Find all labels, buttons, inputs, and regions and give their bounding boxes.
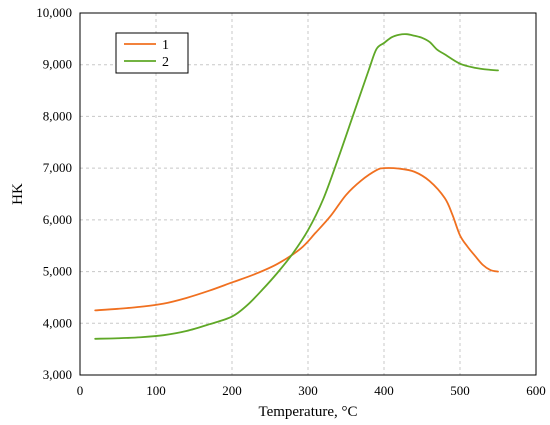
tick-labels: 0 100 200 300 400 500 600 3,000 4,000 5,000 6,000 7… [36,5,546,398]
series-line-2 [94,33,499,340]
x-tick-label: 500 [450,383,470,398]
y-tick-label: 4,000 [43,315,72,330]
legend-box [115,32,189,74]
y-tick-label: 8,000 [43,108,72,123]
y-tick-label: 5,000 [43,264,72,279]
grid [80,13,536,375]
series-group [94,33,499,340]
y-tick-label: 9,000 [43,57,72,72]
y-tick-label: 7,000 [43,160,72,175]
plot-frame [79,12,537,376]
x-tick-label: 300 [298,383,318,398]
series-line-1 [94,167,499,312]
legend: 12 [115,32,189,74]
x-tick-label: 0 [77,383,84,398]
legend-label-2: 2 [162,55,169,70]
x-tick-label: 100 [146,383,166,398]
legend-label-1: 1 [162,38,169,53]
x-tick-label: 600 [526,383,546,398]
y-tick-label: 6,000 [43,212,72,227]
x-axis-title: Temperature, °C [258,404,357,420]
x-tick-label: 400 [374,383,394,398]
y-tick-label: 3,000 [43,367,72,382]
y-axis-title: HK [10,183,26,205]
x-tick-label: 200 [222,383,242,398]
y-tick-label: 10,000 [36,5,72,20]
